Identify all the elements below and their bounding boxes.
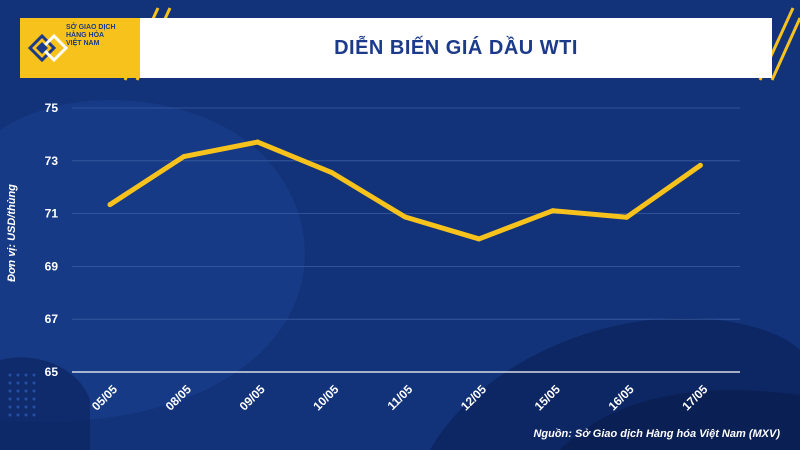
y-tick-label: 71 bbox=[45, 207, 59, 221]
x-tick-label: 17/05 bbox=[679, 382, 710, 413]
data-point bbox=[402, 214, 408, 220]
x-tick-label: 05/05 bbox=[89, 382, 120, 413]
y-tick-labels: 65 67 69 71 73 75 bbox=[45, 101, 59, 379]
logo-line: VIỆT NAM bbox=[66, 40, 100, 47]
data-point bbox=[476, 236, 482, 242]
data-point bbox=[181, 154, 187, 159]
logo-line: HÀNG HÓA bbox=[66, 32, 105, 39]
chart-title: DIỄN BIẾN GIÁ DẦU WTI bbox=[334, 37, 578, 59]
gridlines bbox=[72, 107, 740, 373]
x-tick-label: 09/05 bbox=[237, 382, 268, 413]
header-bar bbox=[20, 18, 772, 78]
logo-text: SỞ GIAO DỊCH HÀNG HÓA VIỆT NAM bbox=[66, 24, 136, 48]
y-tick-label: 73 bbox=[45, 154, 59, 168]
logo-line: SỞ GIAO DỊCH bbox=[66, 24, 116, 31]
data-point bbox=[698, 162, 703, 168]
data-point bbox=[624, 214, 629, 220]
y-tick-label: 67 bbox=[45, 312, 59, 326]
logo bbox=[20, 18, 140, 78]
series-layer bbox=[107, 139, 703, 242]
x-tick-labels: 05/05 08/05 09/05 10/05 11/05 12/05 15/05 16/05… bbox=[89, 382, 711, 413]
logo-mark-icon bbox=[28, 33, 69, 63]
x-tick-label: 08/05 bbox=[163, 382, 194, 413]
source-note: Nguồn: Sở Giao dịch Hàng hóa Việt Nam (M… bbox=[533, 428, 780, 440]
y-tick-label: 75 bbox=[45, 101, 59, 115]
x-tick-label: 12/05 bbox=[458, 382, 489, 413]
data-point bbox=[107, 202, 113, 208]
data-point bbox=[329, 170, 334, 175]
x-tick-label: 15/05 bbox=[532, 382, 563, 413]
data-point bbox=[550, 208, 556, 214]
x-tick-label: 16/05 bbox=[606, 382, 637, 413]
x-tick-label: 11/05 bbox=[385, 382, 416, 413]
series-line bbox=[107, 139, 703, 242]
y-tick-label: 65 bbox=[45, 365, 59, 379]
x-tick-label: 10/05 bbox=[310, 382, 341, 413]
data-point bbox=[255, 139, 260, 145]
y-tick-label: 69 bbox=[45, 259, 59, 273]
